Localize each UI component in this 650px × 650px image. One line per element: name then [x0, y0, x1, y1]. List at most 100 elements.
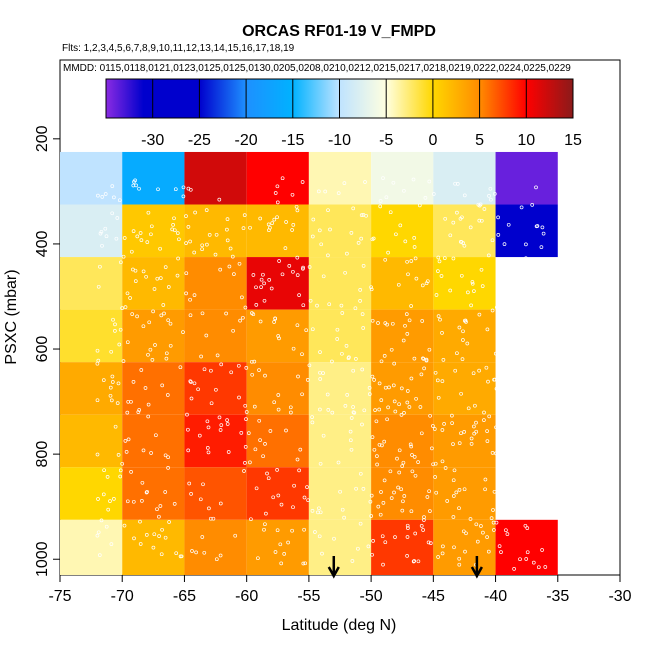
- obs-point: [441, 544, 445, 549]
- obs-point: [518, 557, 522, 562]
- obs-point: [516, 511, 521, 516]
- obs-point: [240, 295, 244, 300]
- obs-point: [237, 261, 242, 266]
- obs-point: [500, 432, 505, 437]
- obs-point: [481, 530, 485, 535]
- obs-point: [172, 127, 177, 131]
- obs-point: [207, 506, 211, 511]
- obs-point: [450, 421, 454, 425]
- obs-point: [114, 236, 119, 241]
- obs-point: [246, 128, 251, 133]
- obs-point: [214, 387, 218, 392]
- obs-point: [603, 127, 608, 132]
- obs-point: [121, 359, 126, 363]
- obs-point: [225, 418, 229, 422]
- obs-point: [224, 128, 229, 132]
- obs-point: [543, 565, 548, 569]
- obs-point: [150, 128, 155, 133]
- obs-point: [106, 507, 111, 512]
- obs-point: [498, 491, 502, 495]
- y-tick-label: 1000: [34, 541, 51, 577]
- obs-point: [405, 400, 410, 405]
- heatmap-cell: [184, 309, 247, 363]
- obs-point: [109, 398, 114, 403]
- obs-point: [129, 249, 134, 254]
- obs-point: [356, 546, 360, 551]
- obs-point: [220, 128, 225, 133]
- obs-point: [319, 242, 324, 247]
- obs-point: [459, 273, 464, 278]
- obs-point: [379, 398, 384, 402]
- obs-point: [466, 406, 471, 411]
- obs-point: [379, 490, 383, 494]
- obs-point: [528, 262, 533, 266]
- obs-point: [199, 354, 203, 359]
- heatmap-cell: [371, 414, 434, 468]
- obs-point: [508, 127, 512, 132]
- obs-point: [490, 238, 495, 243]
- obs-point: [431, 192, 436, 196]
- obs-point: [156, 187, 160, 192]
- obs-point: [209, 401, 214, 406]
- obs-point: [532, 269, 537, 274]
- obs-point: [175, 273, 180, 278]
- obs-point: [158, 504, 163, 508]
- obs-point: [227, 264, 232, 269]
- obs-point: [317, 228, 322, 233]
- obs-point: [113, 329, 117, 333]
- obs-point: [329, 127, 334, 132]
- obs-point: [181, 194, 186, 199]
- obs-point: [440, 331, 444, 335]
- obs-point: [174, 551, 179, 556]
- obs-point: [486, 253, 491, 258]
- obs-point: [291, 223, 296, 227]
- obs-point: [459, 391, 463, 396]
- obs-point: [381, 501, 386, 505]
- heatmap-cell: [246, 362, 309, 415]
- obs-point: [429, 127, 434, 132]
- obs-point: [155, 125, 159, 130]
- obs-point: [310, 327, 315, 332]
- obs-point: [376, 504, 381, 509]
- obs-point: [405, 523, 410, 528]
- obs-point: [412, 245, 417, 249]
- obs-point: [533, 423, 537, 427]
- obs-point: [95, 348, 100, 353]
- obs-point: [277, 127, 281, 132]
- obs-point: [268, 225, 272, 230]
- obs-point: [125, 291, 130, 296]
- heatmap-cell: [246, 519, 309, 575]
- obs-point: [374, 419, 379, 424]
- obs-point: [177, 237, 181, 242]
- obs-point: [102, 468, 106, 473]
- obs-point: [455, 128, 460, 133]
- heatmap-cell: [184, 151, 247, 205]
- flights-label: Flts: 1,2,3,4,5,6,7,8,9,10,11,12,13,14,1…: [62, 43, 295, 54]
- obs-point: [305, 378, 310, 382]
- obs-point: [541, 446, 546, 451]
- obs-point: [304, 328, 309, 333]
- obs-point: [487, 414, 492, 419]
- obs-point: [128, 296, 132, 300]
- obs-point: [409, 444, 414, 449]
- obs-point: [433, 128, 438, 132]
- x-tick-label: -30: [608, 588, 631, 605]
- obs-point: [284, 428, 288, 433]
- obs-point: [504, 505, 508, 509]
- obs-point: [189, 380, 193, 384]
- heatmap-cell: [495, 519, 558, 575]
- obs-point: [535, 224, 540, 228]
- heatmap-cell: [433, 362, 496, 415]
- obs-point: [347, 355, 351, 360]
- obs-point: [130, 312, 135, 316]
- obs-point: [463, 318, 468, 323]
- obs-point: [528, 326, 532, 331]
- obs-point: [369, 285, 373, 290]
- obs-point: [599, 127, 604, 132]
- obs-point: [388, 469, 393, 474]
- obs-point: [405, 389, 410, 393]
- obs-point: [123, 439, 128, 443]
- colorbar-tick-label: 10: [517, 132, 535, 149]
- heatmap-cell: [371, 362, 434, 415]
- obs-point: [186, 225, 191, 229]
